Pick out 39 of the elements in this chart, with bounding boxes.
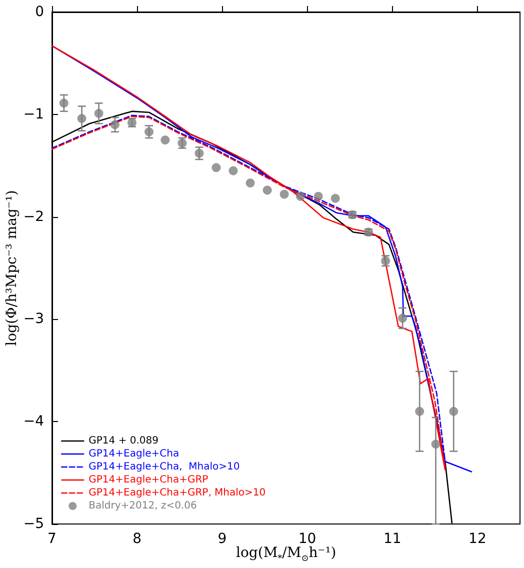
point bbox=[398, 314, 408, 323]
point bbox=[262, 186, 272, 195]
point bbox=[330, 194, 340, 203]
y-tick-label: 0 bbox=[35, 4, 44, 20]
point bbox=[246, 178, 255, 188]
point bbox=[59, 98, 68, 108]
point bbox=[144, 127, 154, 136]
y-tick-label: −2 bbox=[23, 208, 44, 225]
y-axis-title: log(Φ/h³Mpc⁻³ mag⁻¹) bbox=[4, 190, 20, 346]
point bbox=[280, 190, 289, 199]
x-tick-label: 11 bbox=[383, 531, 402, 547]
x-tick-label: 12 bbox=[468, 531, 486, 547]
point bbox=[160, 136, 170, 144]
x-tick-label: 9 bbox=[218, 531, 227, 547]
point bbox=[431, 440, 440, 449]
legend-label: GP14+Eagle+Cha+GRP bbox=[88, 474, 208, 486]
x-tick-label: 7 bbox=[48, 531, 56, 547]
x-tick-label: 8 bbox=[132, 531, 142, 547]
legend-label: GP14+Eagle+Cha bbox=[88, 448, 180, 460]
legend-label: GP14+Eagle+Cha, Mhalo>10 bbox=[88, 462, 240, 472]
y-tick-label: −1 bbox=[23, 106, 44, 122]
point bbox=[94, 108, 104, 118]
x-tick-label: 10 bbox=[298, 531, 316, 547]
point bbox=[77, 114, 86, 123]
point bbox=[314, 192, 323, 201]
y-tick-label: −4 bbox=[23, 414, 44, 430]
x-axis-title: log(M$_{*}$/M$_{⊙}$h⁻¹) bbox=[236, 545, 336, 564]
point bbox=[449, 406, 458, 416]
legend-label: GP14 + 0.089 bbox=[88, 436, 159, 446]
legend-label: Baldry+2012, z<0.06 bbox=[88, 500, 197, 512]
point bbox=[212, 163, 221, 172]
point bbox=[194, 148, 204, 158]
point bbox=[415, 406, 424, 416]
point bbox=[296, 192, 305, 201]
point bbox=[228, 166, 238, 176]
y-tick-label: −3 bbox=[23, 311, 44, 328]
point bbox=[110, 120, 120, 130]
legend-label: GP14+Eagle+Cha+GRP, Mhalo>10 bbox=[88, 488, 266, 498]
y-tick-label: −5 bbox=[23, 516, 44, 532]
